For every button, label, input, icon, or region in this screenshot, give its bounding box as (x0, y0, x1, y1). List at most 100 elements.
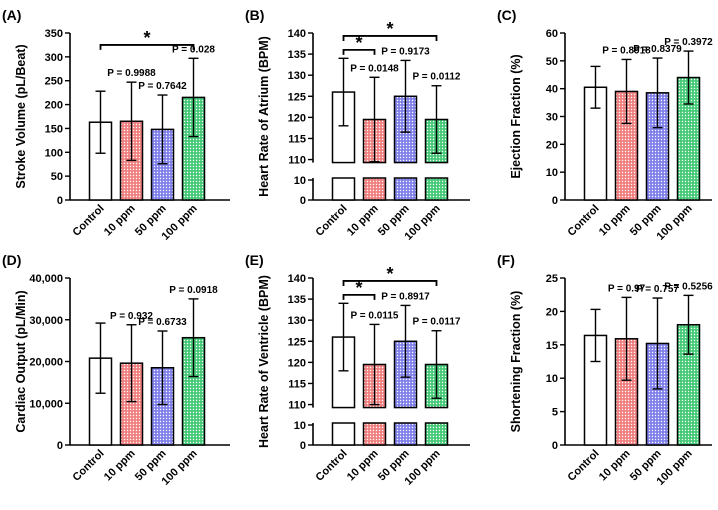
y-tick-label: 50 (546, 56, 558, 68)
y-tick-label: 50 (51, 171, 63, 183)
y-axis-title: Heart Rate of Atrium (BPM) (257, 36, 271, 197)
p-value-label: P = 0.6733 (138, 317, 187, 328)
p-value-label: P = 0.7642 (138, 81, 187, 92)
y-tick-label: 150 (45, 123, 63, 135)
panel-1: (B) Heart Rate of Atrium (BPM) 0 10 110 115 12… (245, 7, 470, 243)
y-tick-label: 0 (300, 195, 306, 207)
y-tick-label: 120 (288, 112, 306, 124)
panel-2: (C) Ejection Fraction (%) 0 10 20 30 40 50 60 Con… (497, 7, 713, 243)
significance-bracket (342, 293, 376, 300)
y-tick-label: 10,000 (29, 398, 63, 410)
bar-lower (424, 177, 449, 201)
y-tick-label: 15 (546, 340, 558, 352)
y-axis-title: Shortening Fraction (%) (509, 291, 523, 433)
p-value-label: P = 0.0112 (413, 72, 461, 83)
category-label: Control (313, 203, 349, 239)
y-tick-label: 250 (45, 76, 63, 88)
y-tick-label: 20,000 (29, 357, 63, 369)
y-tick-label: 100 (45, 147, 63, 159)
y-tick-label: 200 (45, 100, 63, 112)
category-label: 10 ppm (102, 447, 138, 483)
y-tick-label: 0 (552, 440, 558, 452)
panel-5: (F) Shortening Fraction (%) 0 5 10 15 20 25 Cont… (497, 252, 713, 488)
y-tick-label: 40 (546, 84, 558, 96)
category-label: Control (565, 203, 601, 239)
y-tick-label: 5 (552, 407, 558, 419)
bar-lower (424, 422, 449, 446)
y-tick-label: 140 (288, 28, 306, 40)
significance-bracket (99, 44, 195, 50)
p-value-label: P = 0.0148 (350, 63, 399, 74)
y-axis-title: Cardiac Output (pL/Min) (14, 290, 28, 432)
y-tick-label: 110 (288, 155, 306, 167)
category-label: 10 ppm (102, 202, 138, 238)
y-tick-label: 125 (288, 336, 306, 348)
p-value-label: P = 0.0115 (351, 310, 399, 321)
y-tick-label: 125 (288, 91, 306, 103)
y-tick-label: 300 (45, 52, 63, 64)
panel-letter: (F) (497, 252, 515, 268)
category-label: Control (70, 203, 106, 239)
p-value-label: P = 0.0918 (169, 285, 218, 296)
category-label: Control (565, 448, 601, 484)
significance-star: * (355, 278, 362, 298)
y-tick-label: 0 (57, 440, 63, 452)
y-tick-label: 60 (546, 28, 558, 40)
panel-3: (D) Cardiac Output (pL/Min) 0 10,000 20,000 3… (2, 252, 230, 488)
y-tick-label: 130 (288, 315, 306, 327)
y-axis-title: Stroke Volume (pL/Beat) (14, 44, 28, 188)
y-tick-label: 115 (288, 378, 306, 390)
panel-letter: (A) (2, 7, 21, 23)
category-label: Control (70, 448, 106, 484)
p-value-label: P = 0.8918 (602, 45, 651, 56)
y-tick-label: 25 (546, 273, 558, 285)
significance-star: * (386, 19, 393, 39)
bar-lower (331, 177, 356, 201)
y-tick-label: 350 (45, 28, 63, 40)
y-tick-label: 115 (288, 133, 306, 145)
y-tick-label: 130 (288, 70, 306, 82)
y-axis-title: Ejection Fraction (%) (509, 54, 523, 178)
y-tick-label: 10 (294, 420, 306, 432)
y-tick-label: 110 (288, 400, 306, 412)
bar-lower (331, 422, 356, 446)
panel-4: (E) Heart Rate of Ventricle (BPM) 0 10 110 11… (245, 252, 470, 488)
panel-letter: (C) (497, 7, 516, 23)
bar-lower (393, 422, 418, 446)
category-label: 10 ppm (597, 202, 633, 238)
p-value-label: P = 0.5256 (664, 281, 713, 292)
p-value-label: P = 0.0117 (413, 317, 461, 328)
p-value-label: P = 0.3972 (664, 37, 713, 48)
p-value-label: P = 0.9988 (107, 68, 156, 79)
y-tick-label: 30 (546, 112, 558, 124)
y-tick-label: 135 (288, 49, 306, 61)
significance-star: * (143, 28, 150, 48)
panel-0: (A) Stroke Volume (pL/Beat) 0 50 100 150 200 25… (2, 7, 230, 243)
category-label: Control (313, 448, 349, 484)
y-tick-label: 140 (288, 273, 306, 285)
p-value-label: P = 0.8917 (381, 291, 430, 302)
category-label: 10 ppm (597, 447, 633, 483)
y-tick-label: 0 (300, 440, 306, 452)
panel-letter: (B) (245, 7, 264, 23)
y-tick-label: 120 (288, 357, 306, 369)
category-label: 10 ppm (345, 447, 381, 483)
y-tick-label: 0 (57, 195, 63, 207)
panel-letter: (E) (245, 252, 264, 268)
y-tick-label: 30,000 (29, 315, 63, 327)
y-tick-label: 40,000 (29, 273, 63, 285)
significance-bracket (342, 48, 376, 55)
p-value-label: P = 0.8379 (633, 44, 682, 55)
y-axis-title: Heart Rate of Ventricle (BPM) (257, 275, 271, 448)
p-value-label: P = 0.757 (636, 284, 679, 295)
category-label: 10 ppm (345, 202, 381, 238)
y-tick-label: 20 (546, 139, 558, 151)
significance-star: * (355, 33, 362, 53)
significance-bracket (342, 280, 438, 286)
y-tick-label: 10 (546, 167, 558, 179)
y-tick-label: 10 (546, 373, 558, 385)
bar-lower (362, 177, 387, 201)
significance-star: * (386, 264, 393, 284)
significance-bracket (342, 35, 438, 41)
